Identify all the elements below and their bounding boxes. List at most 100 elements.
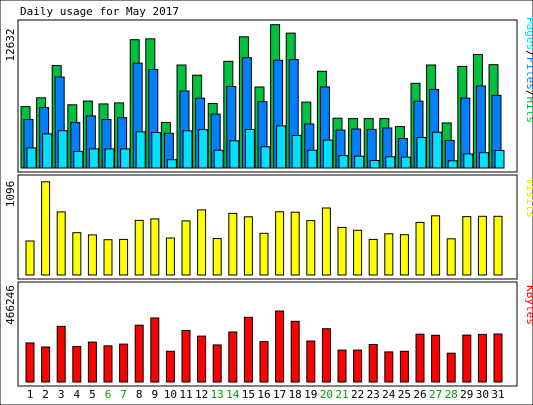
x-tick-label-day-21: 21 [335, 388, 348, 401]
x-tick-label-day-18: 18 [289, 388, 302, 401]
x-tick-label-day-22: 22 [351, 388, 364, 401]
x-tick-label-day-14: 14 [226, 388, 240, 401]
pages-bar-day-9 [151, 132, 162, 169]
side-label-sep-2: / [524, 90, 533, 97]
x-tick-label-day-19: 19 [304, 388, 317, 401]
visits-bar-day-29 [462, 216, 472, 276]
kbytes-panel: 466246 KBytes [4, 281, 533, 387]
pages-bar-day-19 [307, 149, 318, 169]
pages-bar-day-22 [354, 155, 365, 169]
x-tick-label-day-17: 17 [273, 388, 286, 401]
x-tick-label-day-29: 29 [460, 388, 473, 401]
visits-bar-day-5 [87, 234, 97, 276]
kbytes-bar-day-15 [243, 316, 253, 383]
pages-bar-day-4 [73, 150, 84, 169]
visits-bar-day-22 [353, 229, 363, 276]
visits-bar-day-10 [165, 237, 175, 276]
visits-bar-day-24 [384, 233, 394, 276]
pages-bar-day-30 [478, 152, 489, 169]
visits-bar-day-12 [197, 209, 207, 276]
x-tick-label-day-5: 5 [89, 388, 96, 401]
pages-bar-day-11 [182, 130, 193, 169]
visits-bar-day-20 [321, 207, 331, 276]
x-tick-label-day-24: 24 [382, 388, 396, 401]
kbytes-bar-day-1 [25, 342, 35, 383]
pages-bar-day-13 [213, 149, 224, 169]
visits-bar-day-26 [415, 221, 425, 276]
pages-bar-day-24 [385, 156, 396, 169]
kbytes-bar-day-25 [399, 350, 409, 383]
visits-bar-day-13 [212, 238, 222, 276]
pages-bar-day-28 [447, 160, 458, 169]
pages-bar-day-17 [276, 125, 287, 169]
visits-bar-day-18 [290, 211, 300, 276]
kbytes-bar-day-27 [431, 334, 441, 383]
pages-bar-day-6 [104, 148, 115, 169]
visits-bar-day-19 [306, 220, 316, 276]
visits-bar-day-2 [41, 181, 51, 276]
visits-bar-day-4 [72, 232, 82, 276]
x-tick-label-day-20: 20 [320, 388, 333, 401]
visits-bar-day-7 [119, 238, 129, 276]
kbytes-ymax-label: 466246 [4, 285, 17, 325]
kbytes-bar-day-5 [87, 341, 97, 383]
kbytes-bar-day-28 [446, 352, 456, 383]
kbytes-bar-day-13 [212, 344, 222, 383]
pages-bar-day-2 [42, 133, 53, 169]
kbytes-bar-day-16 [259, 341, 269, 383]
kbytes-bar-day-31 [493, 333, 503, 383]
x-tick-label-day-16: 16 [257, 388, 270, 401]
kbytes-bar-day-23 [368, 344, 378, 383]
pages-bar-day-1 [26, 147, 37, 169]
visits-bar-day-8 [134, 219, 144, 276]
pages-bar-day-16 [260, 146, 271, 169]
kbytes-bar-day-26 [415, 333, 425, 383]
visits-bar-day-27 [431, 215, 441, 276]
x-tick-label-day-27: 27 [429, 388, 442, 401]
pages-bar-day-5 [88, 148, 99, 169]
kbytes-bar-day-10 [165, 350, 175, 383]
visits-bar-day-25 [399, 234, 409, 276]
x-tick-label-day-7: 7 [120, 388, 127, 401]
chart-title: Daily usage for May 2017 [20, 5, 179, 18]
x-tick-label-day-13: 13 [211, 388, 224, 401]
kbytes-bar-day-3 [56, 325, 66, 383]
pages-bar-day-20 [322, 139, 333, 169]
visits-bar-day-21 [337, 226, 347, 276]
pages-bar-day-7 [120, 148, 131, 169]
kbytes-bar-day-22 [353, 349, 363, 383]
x-tick-label-day-3: 3 [58, 388, 65, 401]
visits-bar-day-6 [103, 239, 113, 276]
x-tick-label-day-10: 10 [164, 388, 177, 401]
kbytes-bar-day-14 [228, 331, 238, 383]
visits-bar-day-16 [259, 232, 269, 276]
x-tick-label-day-28: 28 [445, 388, 458, 401]
visits-bar-day-15 [243, 216, 253, 276]
pages-files-hits-side-label: Pages/Files/Hits [524, 17, 533, 123]
pages-bar-day-26 [416, 137, 427, 169]
kbytes-side-label: KBytes [524, 285, 533, 325]
x-tick-label-day-1: 1 [27, 388, 34, 401]
x-tick-label-day-11: 11 [179, 388, 192, 401]
kbytes-bar-day-29 [462, 334, 472, 383]
pages-bar-day-12 [198, 129, 209, 169]
kbytes-bar-day-9 [150, 317, 160, 383]
x-tick-label-day-12: 12 [195, 388, 208, 401]
pages-bar-day-21 [338, 155, 349, 169]
kbytes-bar-day-18 [290, 320, 300, 383]
kbytes-bar-day-17 [275, 310, 285, 383]
kbytes-bar-day-4 [72, 346, 82, 383]
pages-bar-day-18 [291, 135, 302, 169]
kbytes-bar-day-12 [197, 335, 207, 383]
visits-bar-day-17 [275, 211, 285, 276]
kbytes-bar-day-8 [134, 324, 144, 383]
visits-panel: 1096 Visits [4, 174, 533, 280]
x-tick-label-day-25: 25 [398, 388, 411, 401]
kbytes-bar-day-30 [477, 333, 487, 383]
x-tick-label-day-31: 31 [491, 388, 504, 401]
side-label-files: Files [524, 57, 533, 90]
visits-bar-day-31 [493, 215, 503, 276]
side-label-sep-1: / [524, 50, 533, 57]
